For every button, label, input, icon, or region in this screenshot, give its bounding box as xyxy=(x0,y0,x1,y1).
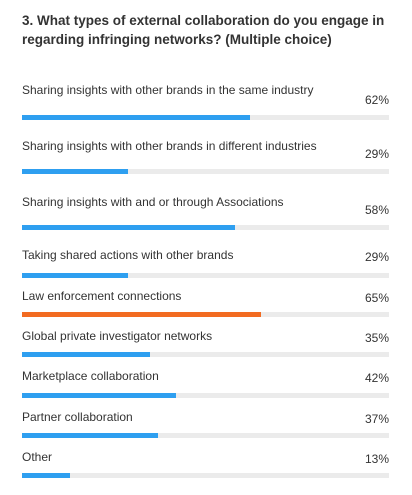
bar-value-label: 35% xyxy=(364,331,389,345)
bar xyxy=(22,225,235,230)
bar-label: Sharing insights with and or through Ass… xyxy=(22,195,284,209)
bar xyxy=(22,273,129,278)
bar-value-label: 29% xyxy=(364,147,389,161)
bar-label: Partner collaboration xyxy=(22,410,133,424)
bar xyxy=(22,473,70,478)
bar-label: Taking shared actions with other brands xyxy=(22,248,234,262)
bar xyxy=(22,352,151,357)
bar xyxy=(22,169,129,174)
bar xyxy=(22,433,158,438)
bar xyxy=(22,393,177,398)
bar-track xyxy=(22,473,389,478)
bar-label: Other xyxy=(22,450,53,464)
bar-track xyxy=(22,393,389,398)
bar-track xyxy=(22,312,389,317)
bar-value-label: 29% xyxy=(364,250,389,264)
bar xyxy=(22,115,250,120)
chart-title: 3. What types of external collaboration … xyxy=(22,13,385,47)
bar-track xyxy=(22,225,389,230)
bar-label: Marketplace collaboration xyxy=(22,369,159,383)
bar-value-label: 13% xyxy=(364,452,389,466)
bar-label: Global private investigator networks xyxy=(22,329,213,343)
bar-track xyxy=(22,115,389,120)
bar-label: Sharing insights with other brands in th… xyxy=(22,83,314,97)
bar-track xyxy=(22,169,389,174)
bar-track xyxy=(22,273,389,278)
bar-value-label: 65% xyxy=(364,291,389,305)
bar-value-label: 42% xyxy=(364,371,389,385)
bar-track xyxy=(22,433,389,438)
bar-value-label: 58% xyxy=(364,203,389,217)
bar-label: Sharing insights with other brands in di… xyxy=(22,139,317,153)
bar xyxy=(22,312,261,317)
bar-value-label: 62% xyxy=(364,93,389,107)
bar-label: Law enforcement connections xyxy=(22,289,182,303)
bar-track xyxy=(22,352,389,357)
bar-value-label: 37% xyxy=(364,412,389,426)
